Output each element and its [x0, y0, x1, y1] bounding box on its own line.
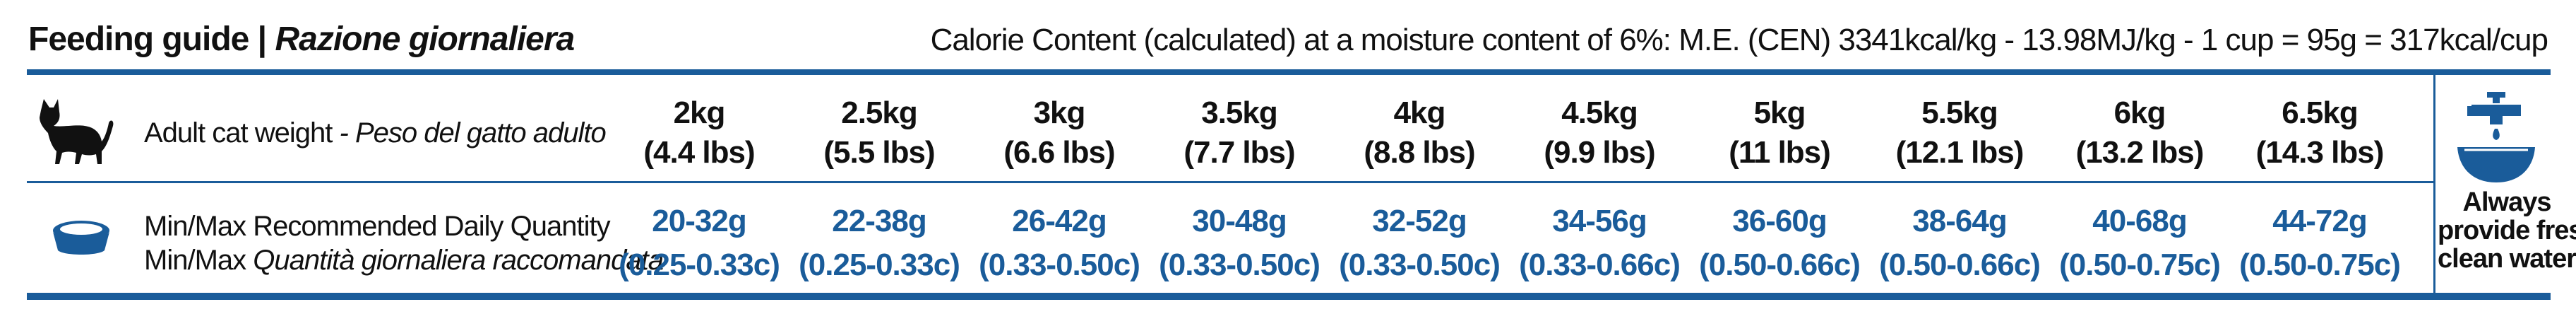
- quantity-cups: (0.33-0.50c): [1159, 248, 1320, 282]
- quantity-cups: (0.33-0.50c): [1339, 248, 1501, 282]
- water-line-3: clean water: [2438, 244, 2576, 274]
- quantity-grams: 38-64g: [1912, 204, 2007, 238]
- quantity-row-label: Min/Max Recommended Daily Quantity Min/M…: [144, 209, 664, 277]
- food-bowl-icon: [53, 221, 109, 255]
- feeding-guide-header: Feeding guide | Razione giornaliera Calo…: [0, 0, 2576, 68]
- quantity-cell: 26-42g (0.33-0.50c): [971, 199, 1147, 287]
- quantity-label-it-line: Min/Max Quantità giornaliera raccomandat…: [144, 243, 664, 277]
- weight-kg: 5kg: [1753, 95, 1806, 130]
- weight-lbs: (14.3 lbs): [2255, 135, 2385, 170]
- weight-lbs: (7.7 lbs): [1183, 135, 1295, 170]
- weight-cell: 3kg (6.6 lbs): [971, 93, 1147, 173]
- weight-lbs: (5.5 lbs): [823, 135, 935, 170]
- quantity-cups: (0.33-0.66c): [1519, 248, 1681, 282]
- quantity-cups: (0.25-0.33c): [619, 248, 780, 282]
- cat-silhouette-icon: [40, 99, 114, 164]
- quantity-cups: (0.50-0.75c): [2059, 248, 2221, 282]
- weight-cell: 6kg (13.2 lbs): [2051, 93, 2228, 173]
- weight-kg: 2.5kg: [841, 95, 918, 130]
- water-line-2: provide fresh: [2438, 216, 2576, 245]
- quantity-grams: 20-32g: [652, 204, 746, 238]
- quantity-grams: 26-42g: [1012, 204, 1107, 238]
- quantity-cell: 22-38g (0.25-0.33c): [791, 199, 967, 287]
- weight-cell: 2kg (4.4 lbs): [611, 93, 787, 173]
- title-italic: Razione giornaliera: [275, 21, 575, 58]
- weight-lbs: (6.6 lbs): [1003, 135, 1115, 170]
- quantity-cups: (0.50-0.66c): [1699, 248, 1861, 282]
- title-main: Feeding guide: [28, 21, 249, 58]
- middle-rule: [27, 181, 2435, 183]
- weight-cell: 6.5kg (14.3 lbs): [2231, 93, 2408, 173]
- quantity-grams: 32-52g: [1372, 204, 1467, 238]
- water-tap-icon: [2457, 92, 2535, 182]
- title-separator: |: [249, 21, 275, 58]
- quantity-grams: 44-72g: [2272, 204, 2367, 238]
- weight-kg: 6.5kg: [2282, 95, 2359, 130]
- calorie-content: Calorie Content (calculated) at a moistu…: [930, 23, 2548, 57]
- quantity-cups: (0.50-0.75c): [2239, 248, 2401, 282]
- quantity-cell: 38-64g (0.50-0.66c): [1871, 199, 2048, 287]
- quantity-cell: 40-68g (0.50-0.75c): [2051, 199, 2228, 287]
- quantity-label-it-prefix: Min/Max: [144, 245, 254, 276]
- weight-cell: 5kg (11 lbs): [1691, 93, 1868, 173]
- quantity-cell: 30-48g (0.33-0.50c): [1151, 199, 1328, 287]
- quantity-cell: 34-56g (0.33-0.66c): [1511, 199, 1688, 287]
- quantity-cell: 44-72g (0.50-0.75c): [2231, 199, 2408, 287]
- quantity-grams: 22-38g: [832, 204, 926, 238]
- weight-row-label: Adult cat weight - Peso del gatto adulto: [144, 117, 607, 149]
- weight-cell: 4kg (8.8 lbs): [1331, 93, 1508, 173]
- vertical-divider: [2433, 75, 2435, 293]
- weight-label-it: - Peso del gatto adulto: [332, 117, 607, 149]
- top-rule: [27, 69, 2551, 75]
- weight-label-en: Adult cat weight: [144, 117, 333, 149]
- weight-kg: 4.5kg: [1561, 95, 1638, 130]
- weight-lbs: (11 lbs): [1729, 135, 1831, 170]
- quantity-cups: (0.50-0.66c): [1879, 248, 2041, 282]
- page-title: Feeding guide | Razione giornaliera: [28, 20, 575, 59]
- quantity-cups: (0.25-0.33c): [799, 248, 960, 282]
- quantity-label-en: Min/Max Recommended Daily Quantity: [144, 211, 611, 242]
- quantity-label-it: Quantità giornaliera raccomandata: [253, 245, 664, 276]
- weight-lbs: (13.2 lbs): [2075, 135, 2205, 170]
- weight-kg: 2kg: [673, 95, 726, 130]
- weight-cell: 4.5kg (9.9 lbs): [1511, 93, 1688, 173]
- weight-kg: 3.5kg: [1201, 95, 1278, 130]
- weight-lbs: (9.9 lbs): [1544, 135, 1655, 170]
- quantity-grams: 36-60g: [1732, 204, 1827, 238]
- weight-kg: 6kg: [2113, 95, 2166, 130]
- quantity-cell: 20-32g (0.25-0.33c): [611, 199, 787, 287]
- weight-lbs: (8.8 lbs): [1364, 135, 1475, 170]
- quantity-grams: 34-56g: [1552, 204, 1647, 238]
- weight-cell: 5.5kg (12.1 lbs): [1871, 93, 2048, 173]
- fresh-water-note: Always provide fresh clean water: [2438, 188, 2576, 273]
- water-line-1: Always: [2462, 187, 2552, 217]
- quantity-cups: (0.33-0.50c): [979, 248, 1140, 282]
- weight-kg: 3kg: [1033, 95, 1086, 130]
- bottom-rule: [27, 293, 2551, 300]
- weight-cell: 3.5kg (7.7 lbs): [1151, 93, 1328, 173]
- weight-lbs: (4.4 lbs): [643, 135, 755, 170]
- weight-lbs: (12.1 lbs): [1895, 135, 2025, 170]
- quantity-cell: 32-52g (0.33-0.50c): [1331, 199, 1508, 287]
- quantity-grams: 30-48g: [1192, 204, 1287, 238]
- weight-kg: 5.5kg: [1921, 95, 1998, 130]
- weight-kg: 4kg: [1393, 95, 1446, 130]
- weight-cell: 2.5kg (5.5 lbs): [791, 93, 967, 173]
- quantity-grams: 40-68g: [2092, 204, 2187, 238]
- quantity-cell: 36-60g (0.50-0.66c): [1691, 199, 1868, 287]
